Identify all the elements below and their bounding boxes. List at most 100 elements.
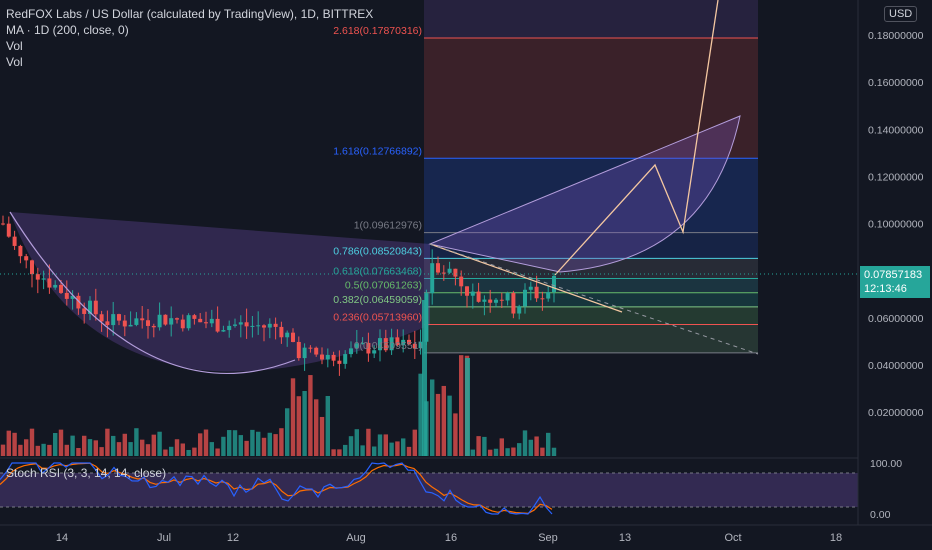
candle-body <box>354 343 359 349</box>
volume-bar <box>435 393 441 456</box>
volume-bar <box>331 449 336 456</box>
drawings[interactable] <box>0 0 858 374</box>
volume-bar <box>140 439 145 456</box>
volume-bar <box>540 447 545 456</box>
volume-bar <box>186 449 191 456</box>
candle-body <box>186 315 191 329</box>
fib-zone <box>424 0 758 39</box>
candle-body <box>511 292 516 314</box>
fib-zone <box>424 278 758 293</box>
volume-bar <box>116 442 122 456</box>
ma-indicator-label[interactable]: MA · 1D (200, close, 0) <box>6 23 129 37</box>
volume-bar <box>290 378 296 456</box>
symbol-title[interactable]: RedFOX Labs / US Dollar (calculated by T… <box>6 7 374 21</box>
time-axis-label: 13 <box>619 532 631 544</box>
volume-bar <box>163 449 168 456</box>
candle-body <box>105 321 110 326</box>
volume-bar <box>459 355 464 456</box>
fib-zone <box>424 158 758 233</box>
last-price-tag: 0.07857183 12:13:46 <box>860 265 930 298</box>
volume-bar <box>105 428 110 456</box>
candle-body <box>12 236 17 246</box>
fib-level-label: 0.618(0.07663468) <box>333 266 422 278</box>
candle-body <box>366 342 371 354</box>
candle-body <box>151 325 156 328</box>
candle-body <box>418 341 423 349</box>
volume-bar <box>47 444 52 456</box>
candle-body <box>441 272 446 274</box>
candle-body <box>546 292 551 299</box>
volume-bar <box>58 429 64 456</box>
volume-bar <box>29 428 35 456</box>
candle-body <box>273 323 278 327</box>
volume-bar <box>279 428 284 456</box>
rsi-axis-label: 100.00 <box>870 458 902 470</box>
candle-body <box>470 291 475 296</box>
candle-body <box>476 291 481 302</box>
volume-bar <box>261 437 267 456</box>
volume-bar <box>35 445 40 456</box>
candles[interactable] <box>1 215 556 376</box>
time-axis-label: Oct <box>724 532 741 544</box>
fib-level-label: 1(0.09612976) <box>354 220 422 232</box>
volume-bar <box>511 447 516 456</box>
candle-body <box>76 295 81 309</box>
volume-indicator-label-2[interactable]: Vol <box>6 55 23 69</box>
volume-bar <box>302 391 307 456</box>
candle-body <box>465 286 469 296</box>
volume-bar <box>0 444 6 456</box>
candle-body <box>320 354 324 360</box>
candle-body <box>453 268 458 277</box>
time-axis-label: Jul <box>157 532 171 544</box>
candle-body <box>540 298 545 300</box>
projection-wedge <box>428 115 741 273</box>
volume-bar <box>418 373 423 456</box>
stoch-rsi-pane[interactable] <box>0 462 858 515</box>
candle-body <box>488 299 493 303</box>
stoch-rsi-label[interactable]: Stoch RSI (3, 3, 14, 14, close) <box>6 466 167 480</box>
candle-body <box>447 268 452 273</box>
fib-level-label: 1.618(0.12766892) <box>333 145 422 157</box>
volume-bar <box>12 432 17 456</box>
chart-legend: RedFOX Labs / US Dollar (calculated by T… <box>6 6 373 70</box>
volume-bar <box>180 443 185 456</box>
volume-bar <box>453 413 458 456</box>
fib-level-label: 0.236(0.05713960) <box>333 311 422 323</box>
volume-bar <box>412 429 417 456</box>
volume-bar <box>18 444 23 456</box>
candle-body <box>198 318 203 323</box>
candle-body <box>407 339 411 344</box>
price-axis-label: 0.16000000 <box>868 77 924 89</box>
volume-bar <box>250 429 255 456</box>
price-axis-label: 0.06000000 <box>868 313 924 325</box>
fib-labels: 2.618(0.17870316) 1.618(0.12766892) 1(0.09… <box>333 25 422 352</box>
candle-body <box>128 324 133 327</box>
candle-body <box>459 276 464 287</box>
candle-body <box>175 318 179 320</box>
volume-bar <box>337 449 342 456</box>
volume-indicator-label[interactable]: Vol <box>6 39 23 53</box>
candle-body <box>227 325 232 331</box>
candle-body <box>117 314 121 321</box>
volume-bar <box>221 436 226 456</box>
volume-bar <box>134 428 139 456</box>
volume-bar <box>505 448 510 456</box>
currency-button[interactable]: USD <box>884 6 918 22</box>
cup-curve <box>9 211 296 374</box>
candle-body <box>505 292 510 301</box>
projection-path <box>554 0 719 276</box>
rsi-d-line <box>0 462 553 515</box>
candle-body <box>267 323 272 328</box>
candle-body <box>430 263 435 294</box>
candle-body <box>169 318 174 325</box>
volume-bar <box>256 431 261 456</box>
volume-bar <box>360 445 365 456</box>
candle-body <box>146 320 150 326</box>
candle-body <box>552 275 556 293</box>
volume-bar <box>70 435 75 456</box>
volume-bar <box>366 428 371 456</box>
volume-bar <box>76 448 81 456</box>
volume-bar <box>354 429 359 456</box>
volume-bar <box>401 438 406 456</box>
